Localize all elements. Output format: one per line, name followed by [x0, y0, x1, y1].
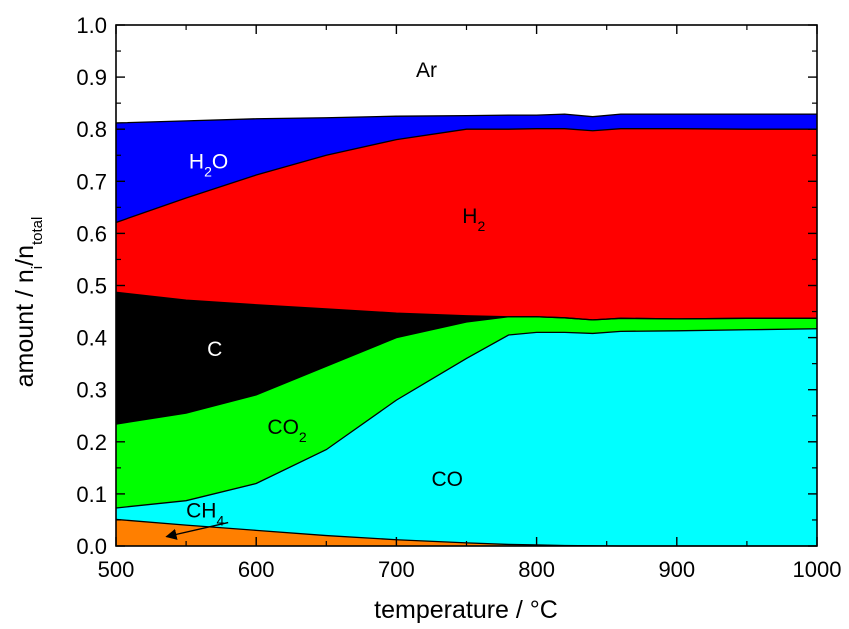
area-label-ar: Ar: [416, 59, 437, 82]
area-ar: [116, 25, 817, 123]
axis-ticks: [115, 24, 818, 547]
y-axis-title-main: amount / n: [11, 269, 39, 387]
y-tick-label: 0.6: [76, 221, 107, 246]
y-tick-label: 1.0: [76, 13, 107, 38]
x-axis-title: temperature / °C: [374, 596, 558, 624]
y-tick-labels: 0.0 0.1 0.2 0.3 0.4 0.5 0.6 0.7 0.8 0.9 1.0: [76, 13, 107, 559]
area-label-c: C: [207, 338, 222, 361]
y-tick-label: 0.9: [76, 65, 107, 90]
x-tick-label: 600: [238, 557, 275, 582]
area-h2: [116, 128, 817, 320]
area-c: [116, 292, 817, 425]
y-tick-label: 0.1: [76, 482, 107, 507]
area-label-h2o: H2O: [189, 150, 228, 179]
x-tick-label: 500: [98, 557, 135, 582]
y-tick-label: 0.0: [76, 534, 107, 559]
area-layers: [116, 25, 817, 546]
boundary-h2o: [115, 113, 817, 124]
area-ch4: [116, 519, 817, 546]
y-tick-label: 0.2: [76, 430, 107, 455]
x-tick-label: 900: [658, 557, 695, 582]
area-labels: CH4 CO CO2 C H2 H2O Ar: [186, 59, 485, 528]
area-co2: [116, 316, 817, 508]
y-axis-title-mid: /n: [11, 245, 39, 266]
x-tick-label: 700: [378, 557, 415, 582]
y-tick-label: 0.4: [76, 326, 107, 351]
y-tick-label: 0.3: [76, 378, 107, 403]
x-tick-label: 1000: [793, 557, 842, 582]
y-axis-title-sub1: i: [29, 266, 46, 269]
boundary-c: [115, 291, 817, 321]
y-tick-label: 0.7: [76, 169, 107, 194]
y-axis-title-sub2: total: [29, 217, 46, 245]
y-tick-label: 0.5: [76, 274, 107, 299]
area-label-ch4: CH4: [186, 499, 224, 528]
boundary-co: [115, 328, 818, 509]
x-tick-labels: 500 600 700 800 900 1000: [98, 557, 842, 582]
area-h2o: [116, 114, 817, 223]
y-tick-label: 0.8: [76, 117, 107, 142]
area-label-co: CO: [431, 468, 463, 491]
x-tick-label: 800: [518, 557, 555, 582]
annotation-layer: [165, 521, 229, 540]
area-label-co2: CO2: [267, 416, 307, 445]
y-axis-title: amount / ni/ntotal: [11, 217, 46, 388]
area-label-h2: H2: [462, 205, 485, 234]
boundary-h2: [115, 128, 817, 224]
area-co: [116, 328, 817, 546]
ch4-pointer-arrow: [165, 521, 229, 540]
